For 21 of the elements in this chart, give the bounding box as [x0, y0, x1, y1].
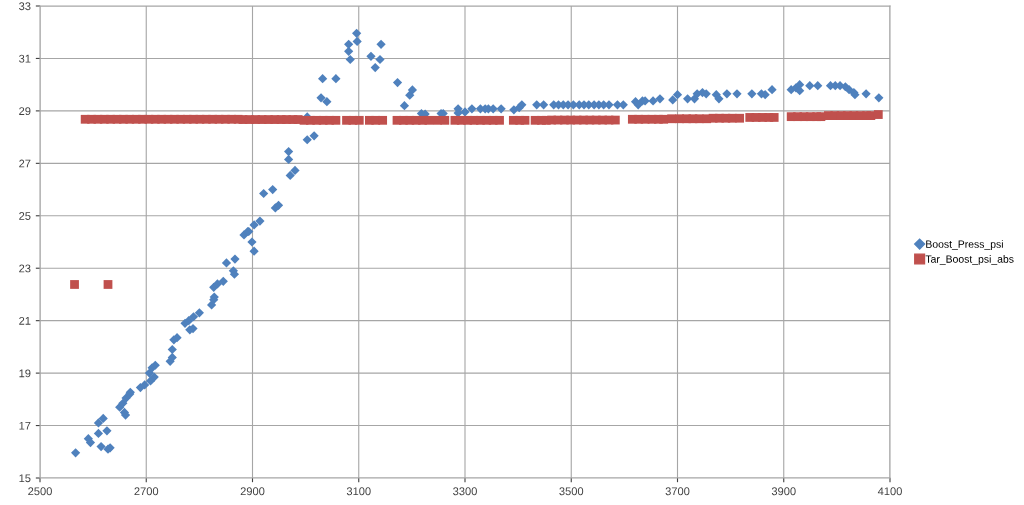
x-tick-label: 3900 [771, 487, 796, 496]
y-tick-label: 29 [19, 107, 31, 116]
y-tick-label: 23 [19, 264, 31, 273]
y-tick-label: 25 [19, 212, 31, 220]
y-tick-label: 27 [19, 159, 31, 168]
y-tick-label: 21 [19, 316, 31, 325]
x-tick-label: 3300 [453, 487, 477, 496]
y-tick-label: 17 [19, 421, 31, 430]
y-tick-label: 19 [19, 369, 31, 378]
x-tick-label: 3700 [665, 487, 690, 496]
y-tick-label: 31 [19, 54, 31, 63]
x-tick-label: 2500 [28, 487, 52, 496]
x-tick-label: 4100 [877, 487, 902, 496]
legend-label: Tar_Boost_psi_abs [925, 255, 1014, 265]
legend-label: Boost_Press_psi [926, 240, 1003, 250]
y-tick-label: 33 [19, 2, 31, 11]
x-tick-label: 3500 [559, 487, 584, 496]
x-tick-label: 2700 [134, 487, 159, 496]
x-tick-label: 2900 [240, 487, 265, 496]
y-tick-label: 15 [19, 474, 31, 483]
x-tick-label: 3100 [346, 487, 371, 496]
